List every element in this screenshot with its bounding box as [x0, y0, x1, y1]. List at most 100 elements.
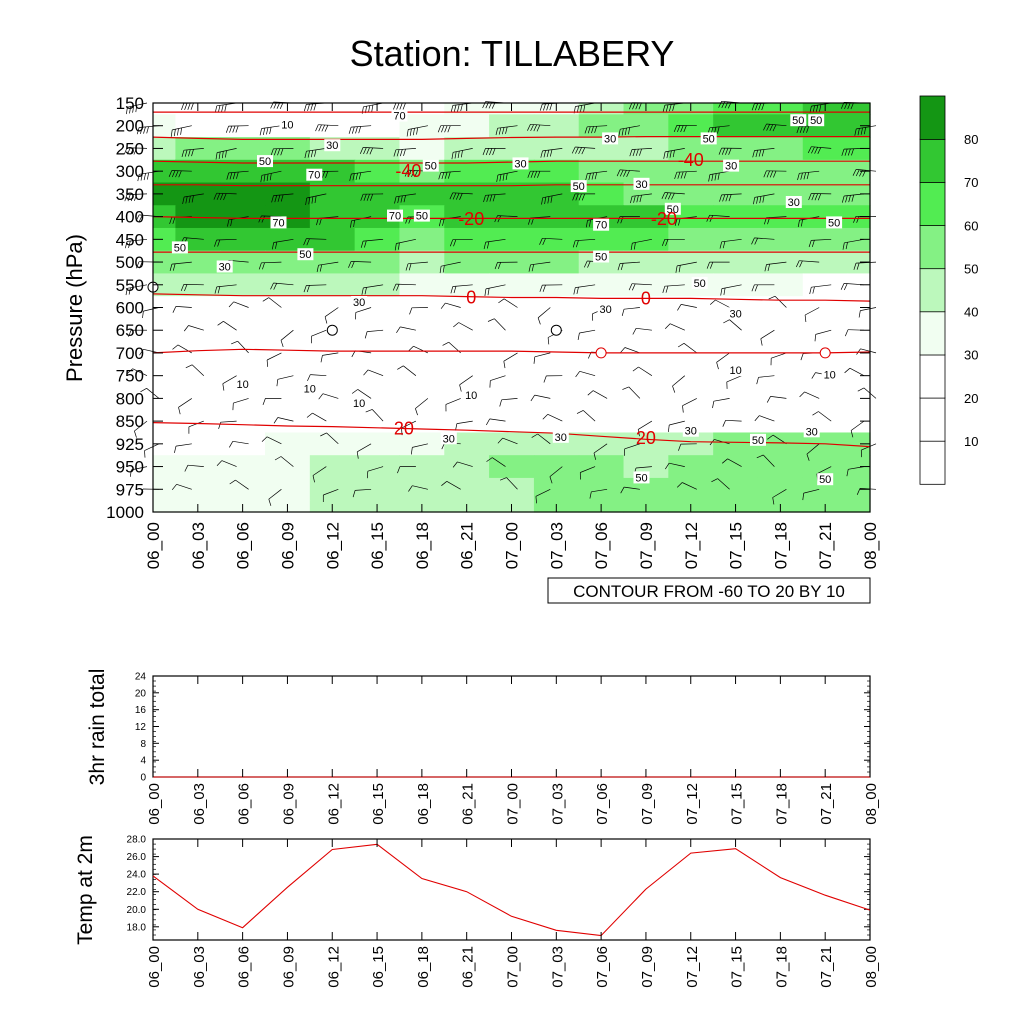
- wind-barb: [364, 329, 384, 339]
- rh-cell: [153, 159, 177, 184]
- rh-cell: [220, 137, 266, 161]
- rh-cell: [713, 318, 759, 343]
- wind-barb: [751, 237, 775, 245]
- rh-contour-label: 50: [171, 241, 188, 254]
- rh-cell: [713, 250, 759, 275]
- rh-cell: [533, 409, 580, 434]
- wind-barb: [363, 369, 384, 377]
- rh-cell: [623, 159, 669, 184]
- temperature-isoline: [153, 184, 870, 187]
- svg-text:70: 70: [389, 211, 401, 223]
- wind-barb: [618, 125, 640, 137]
- rh-cell: [668, 227, 714, 252]
- y-tick-label: 12: [135, 722, 147, 733]
- svg-text:30: 30: [685, 426, 697, 438]
- wind-barb: [218, 420, 237, 430]
- wind-barb: [809, 284, 832, 295]
- pressure-tick-label: 800: [116, 389, 144, 408]
- svg-text:10: 10: [729, 365, 741, 377]
- rh-cell: [847, 103, 871, 115]
- rh-cell: [713, 455, 759, 479]
- temperature-contour-label: 0: [466, 288, 476, 308]
- rh-cell: [533, 205, 580, 229]
- wind-barb: [229, 479, 249, 490]
- rh-contour-labels: 10 70 30 30 50 50 50 50 50 30 30 70 30 50 30 50 70 70 50 70…: [171, 109, 843, 486]
- temperature-isoline: [152, 136, 870, 140]
- rh-cell: [668, 182, 714, 206]
- rh-cell: [399, 432, 445, 456]
- wind-barb: [844, 367, 865, 377]
- wind-barb: [593, 443, 608, 460]
- time-tick-label: 07_09: [639, 783, 656, 825]
- rh-cell: [713, 114, 759, 138]
- rh-cell: [153, 500, 177, 513]
- wind-barb: [352, 488, 372, 498]
- wind-barb: [273, 417, 294, 424]
- wind-barb: [274, 456, 294, 467]
- pressure-tick-label: 975: [116, 480, 144, 499]
- pressure-tick-label: 700: [116, 344, 144, 363]
- rh-cell: [757, 137, 804, 161]
- wind-barb: [812, 411, 832, 422]
- wind-barb: [620, 347, 641, 354]
- rh-cell: [153, 103, 177, 115]
- rh-cell: [444, 159, 490, 184]
- rh-cell: [623, 387, 669, 411]
- wind-barb: [304, 148, 327, 159]
- wind-barb: [228, 301, 249, 308]
- svg-text:10: 10: [236, 379, 248, 391]
- rh-cell: [489, 341, 535, 365]
- wind-barb: [665, 462, 685, 470]
- time-tick-label: 07_21: [816, 522, 835, 569]
- rh-cell: [802, 296, 849, 320]
- time-tick-label: 06_21: [460, 946, 477, 988]
- svg-text:50: 50: [694, 278, 706, 290]
- temp-frame: [152, 838, 871, 941]
- wind-barb: [726, 375, 742, 389]
- rh-contour-label: 50: [808, 114, 825, 127]
- wind-barb: [322, 488, 339, 502]
- wind-barb: [409, 307, 428, 315]
- time-tick-label: 06_21: [458, 522, 477, 569]
- wind-barb: [169, 261, 192, 271]
- wind-barb: [172, 306, 192, 313]
- wind-barb: [483, 238, 506, 249]
- wind-barb: [797, 170, 820, 181]
- wind-barb: [503, 352, 518, 369]
- rh-cell: [623, 227, 669, 252]
- rh-cell: [847, 159, 871, 184]
- wind-barb: [449, 238, 473, 247]
- rh-cell: [153, 250, 177, 275]
- rh-cell: [578, 409, 625, 434]
- wind-barb: [497, 437, 518, 445]
- time-tick-label: 06_18: [415, 946, 432, 988]
- wind-barb: [359, 147, 384, 155]
- rh-contour-label: 70: [593, 218, 610, 232]
- rh-cell: [309, 273, 356, 297]
- wind-barb: [577, 329, 596, 340]
- rh-cell: [265, 477, 311, 502]
- rh-contour-label: 10: [821, 368, 838, 382]
- wind-barb: [572, 238, 596, 248]
- rh-cell: [175, 273, 221, 297]
- rh-contour-label: 70: [391, 109, 408, 123]
- svg-text:30: 30: [725, 161, 737, 173]
- rh-cell: [489, 227, 535, 252]
- rh-cell: [153, 432, 177, 456]
- wind-barb: [356, 443, 372, 459]
- wind-barb: [770, 352, 787, 366]
- wind-barb: [268, 489, 282, 506]
- rh-cell: [489, 114, 535, 138]
- rh-cell: [623, 364, 669, 388]
- rh-cell: [489, 137, 535, 161]
- rh-contour-label: 70: [387, 209, 403, 223]
- y-tick-label: 4: [140, 756, 146, 767]
- wind-barb: [841, 193, 865, 203]
- time-tick-label: 06_00: [146, 783, 163, 825]
- rh-cell: [668, 114, 714, 138]
- wind-barb: [754, 415, 775, 422]
- wind-barb: [450, 284, 473, 294]
- wind-barb: [585, 170, 608, 181]
- rh-cell: [153, 409, 177, 434]
- pressure-tick-label: 200: [116, 117, 144, 136]
